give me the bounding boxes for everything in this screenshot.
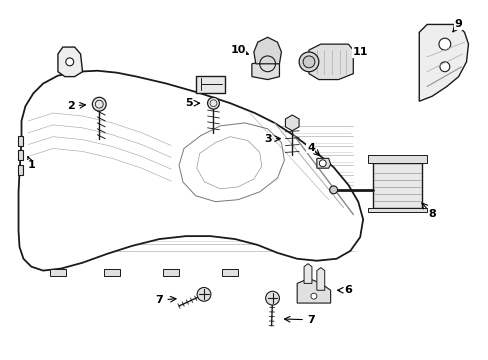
Text: 7: 7 (155, 295, 163, 305)
Polygon shape (253, 37, 281, 64)
Text: 9: 9 (454, 19, 462, 30)
Circle shape (439, 62, 449, 72)
Circle shape (197, 288, 210, 301)
Circle shape (438, 38, 450, 50)
Circle shape (299, 52, 318, 72)
Polygon shape (308, 44, 352, 80)
Circle shape (207, 97, 219, 109)
Text: 1: 1 (27, 160, 35, 170)
Polygon shape (304, 264, 311, 283)
Polygon shape (104, 269, 120, 275)
Circle shape (303, 56, 314, 68)
Polygon shape (367, 156, 426, 163)
Polygon shape (18, 136, 23, 145)
Polygon shape (50, 269, 66, 275)
Circle shape (92, 97, 106, 111)
Polygon shape (251, 60, 279, 80)
Text: 7: 7 (306, 315, 314, 325)
Circle shape (66, 58, 74, 66)
Polygon shape (18, 165, 23, 175)
Text: 10: 10 (230, 45, 245, 55)
FancyBboxPatch shape (195, 76, 225, 93)
Polygon shape (58, 47, 82, 77)
Polygon shape (18, 150, 23, 160)
Circle shape (265, 291, 279, 305)
Polygon shape (285, 115, 299, 131)
Polygon shape (418, 24, 468, 101)
Circle shape (310, 293, 316, 299)
Text: 3: 3 (264, 134, 271, 144)
Polygon shape (163, 269, 179, 275)
Text: 6: 6 (344, 285, 351, 295)
Polygon shape (19, 71, 363, 271)
Text: 4: 4 (306, 143, 314, 153)
Polygon shape (222, 269, 238, 275)
FancyBboxPatch shape (372, 163, 421, 208)
Polygon shape (316, 158, 330, 168)
Polygon shape (316, 267, 324, 290)
Text: 11: 11 (352, 47, 367, 57)
Circle shape (319, 160, 325, 167)
Text: 8: 8 (427, 210, 435, 220)
Polygon shape (367, 208, 426, 212)
Circle shape (329, 186, 337, 194)
Polygon shape (297, 278, 330, 303)
Text: 2: 2 (67, 101, 75, 111)
Text: 5: 5 (184, 98, 192, 108)
